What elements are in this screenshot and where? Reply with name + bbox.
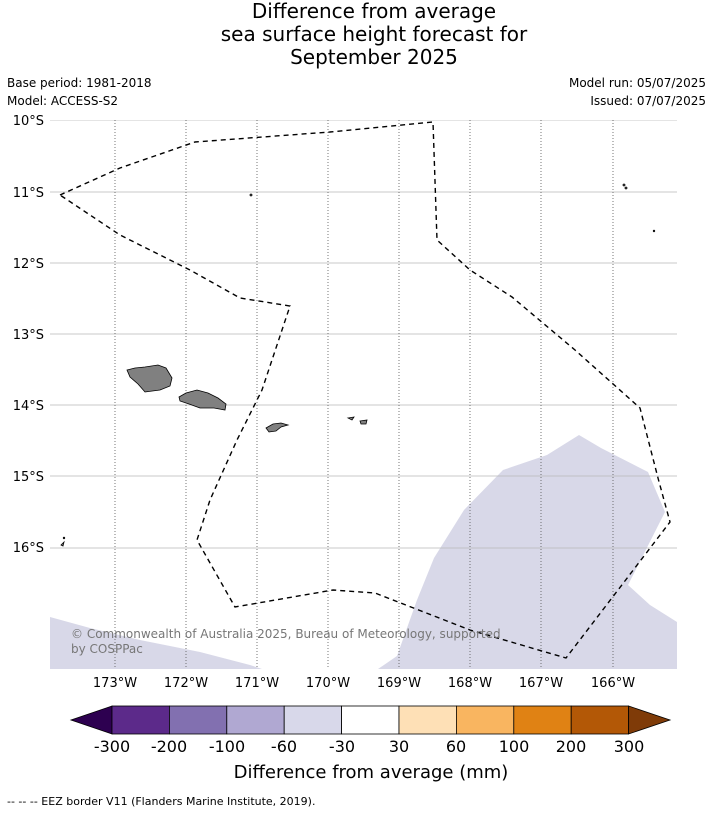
colorbar-ticks: -300 -200 -100 -60 -30 30 60 100 200 300 (94, 737, 644, 756)
anomaly-fill-region-southwest (50, 617, 262, 669)
tutuila-island (265, 422, 290, 433)
colorbar-tick: 100 (499, 737, 530, 756)
lon-label: 170°W (306, 676, 350, 691)
lat-label: 13°S (13, 328, 44, 343)
latitude-labels: 10°S 11°S 12°S 13°S 14°S 15°S 16°S (13, 114, 44, 556)
colorbar-tick: -300 (94, 737, 130, 756)
colorbar-segment (111, 705, 170, 735)
colorbar-segment (455, 705, 515, 735)
colorbar-segment (226, 705, 285, 735)
lon-label: 166°W (591, 676, 635, 691)
model-run: Model run: 05/07/2025 (568, 76, 706, 90)
model-name: Model: ACCESS-S2 (7, 94, 119, 108)
colorbar-tick: 30 (389, 737, 409, 756)
meta-right: Model run: 05/07/2025 Issued: 07/07/2025 (569, 74, 706, 110)
colorbar-segment (168, 705, 228, 735)
map-area (50, 120, 677, 669)
tau-island (359, 419, 368, 425)
copyright-notice: © Commonwealth of Australia 2025, Bureau… (71, 627, 501, 656)
base-period: Base period: 1981-2018 (7, 76, 152, 90)
islet (60, 540, 65, 547)
colorbar-under-arrow (69, 705, 113, 735)
lat-label: 14°S (13, 399, 44, 414)
lat-label: 11°S (13, 186, 44, 201)
islet (624, 186, 628, 190)
lat-label: 16°S (13, 541, 44, 556)
title-line-3: September 2025 (290, 45, 458, 69)
lon-label: 168°W (448, 676, 492, 691)
copyright-line-2: by COSPPac (71, 642, 143, 656)
colorbar-over-arrow (628, 705, 672, 735)
copyright-line-1: © Commonwealth of Australia 2025, Bureau… (71, 627, 501, 641)
longitude-labels: 173°W 172°W 171°W 170°W 169°W 168°W 167°… (93, 676, 635, 691)
lon-label: 171°W (235, 676, 279, 691)
issued-date: Issued: 07/07/2025 (590, 94, 706, 108)
islet (622, 183, 626, 187)
colorbar-segment (513, 705, 572, 735)
lon-label: 167°W (519, 676, 563, 691)
lat-label: 10°S (13, 114, 44, 129)
colorbar-segment (283, 705, 343, 735)
colorbar-segment (570, 705, 630, 735)
colorbar-label: Difference from average (mm) (234, 762, 509, 783)
lat-label: 12°S (13, 257, 44, 272)
title-line-2: sea surface height forecast for (220, 22, 528, 46)
upolu-island (178, 389, 227, 411)
meta-left: Base period: 1981-2018 Model: ACCESS-S2 (7, 74, 152, 110)
land-masses (60, 183, 656, 547)
islet (249, 193, 253, 197)
longitude-gridlines (114, 120, 614, 669)
savaii-island (126, 364, 173, 393)
eez-borders (58, 121, 671, 659)
latitude-gridlines (50, 120, 677, 549)
anomaly-fill-region (378, 435, 677, 669)
colorbar-tick: 60 (446, 737, 466, 756)
colorbar-segment (398, 705, 457, 735)
lon-label: 173°W (93, 676, 137, 691)
islet (62, 536, 66, 540)
colorbar-tick: 300 (614, 737, 645, 756)
colorbar-tick: 200 (556, 737, 587, 756)
lon-label: 169°W (377, 676, 421, 691)
colorbar-tick: -30 (329, 737, 355, 756)
ofu-olosega-island (346, 416, 355, 421)
lat-label: 15°S (13, 470, 44, 485)
islet (652, 229, 656, 233)
eez-border-samoa (58, 121, 671, 659)
title-line-1: Difference from average (251, 0, 497, 23)
lon-label: 172°W (164, 676, 208, 691)
colorbar-segment (341, 705, 400, 735)
eez-footnote: -- -- -- EEZ border V11 (Flanders Marine… (7, 795, 316, 808)
colorbar (69, 705, 672, 735)
colorbar-tick: -200 (151, 737, 187, 756)
map-title: Difference from average sea surface heig… (0, 0, 713, 69)
colorbar-tick: -100 (209, 737, 245, 756)
colorbar-tick: -60 (271, 737, 297, 756)
